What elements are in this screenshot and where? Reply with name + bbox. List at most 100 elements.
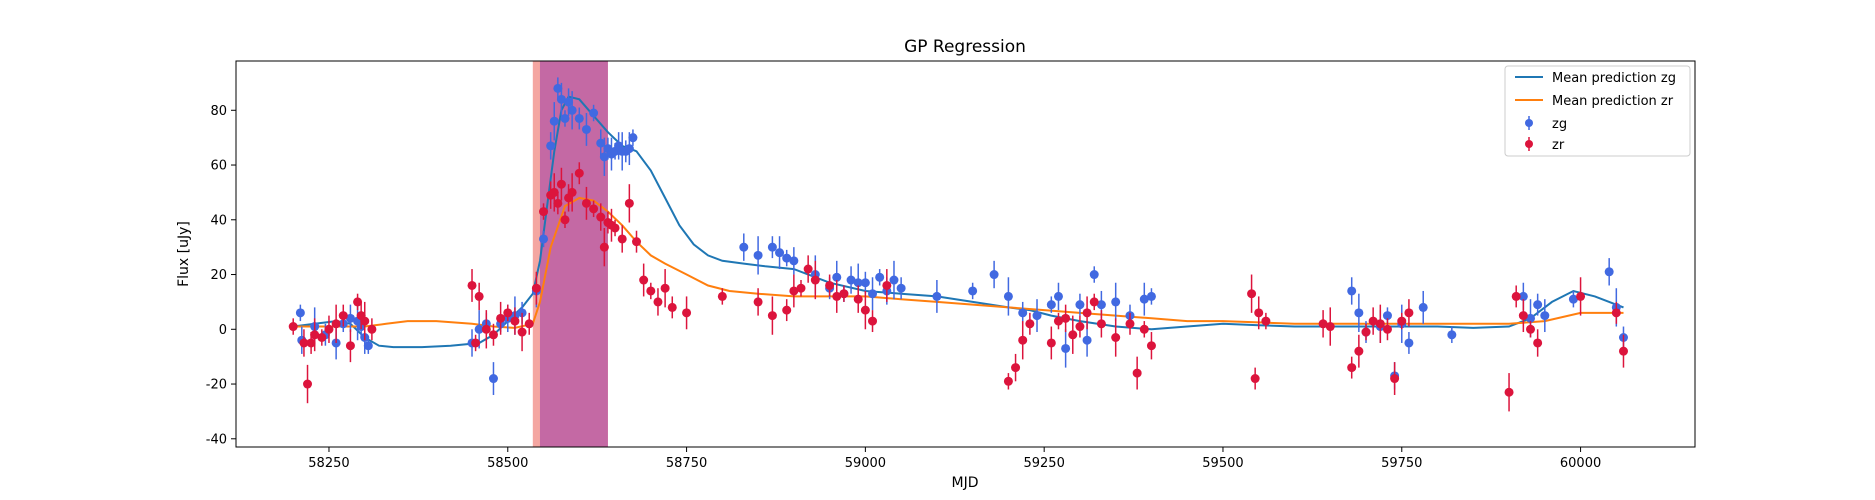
data-point-zr bbox=[782, 305, 792, 315]
x-tick-label: 60000 bbox=[1560, 456, 1601, 471]
data-point-zg bbox=[560, 113, 570, 123]
data-point-zr bbox=[471, 338, 481, 348]
data-point-zr bbox=[531, 283, 541, 293]
data-point-zg bbox=[1354, 308, 1364, 318]
data-point-zg bbox=[832, 272, 842, 282]
data-points bbox=[288, 77, 1628, 412]
data-point-zg bbox=[1404, 338, 1414, 348]
data-point-zr bbox=[553, 198, 563, 208]
x-tick-label: 59250 bbox=[1023, 456, 1064, 471]
data-point-zr bbox=[338, 311, 348, 321]
data-point-zr bbox=[753, 297, 763, 307]
data-point-zg bbox=[574, 113, 584, 123]
data-point-zr bbox=[803, 264, 813, 274]
data-point-zr bbox=[610, 223, 620, 233]
data-point-zg bbox=[556, 94, 566, 104]
data-point-zg bbox=[1382, 311, 1392, 321]
data-point-zr bbox=[467, 280, 477, 290]
data-point-zg bbox=[767, 242, 777, 252]
data-point-zr bbox=[1025, 319, 1035, 329]
y-tick-label: 20 bbox=[210, 268, 227, 283]
data-point-zr bbox=[517, 327, 527, 337]
data-point-zr bbox=[1061, 313, 1071, 323]
data-point-zr bbox=[767, 311, 777, 321]
data-point-zr bbox=[624, 198, 634, 208]
y-tick-label: 80 bbox=[210, 104, 227, 119]
y-tick-label: 40 bbox=[210, 213, 227, 228]
legend-label-zg-line: Mean prediction zg bbox=[1552, 71, 1676, 86]
data-point-zr bbox=[1046, 338, 1056, 348]
data-point-zr bbox=[474, 291, 484, 301]
data-point-zg bbox=[775, 248, 785, 258]
data-point-zr bbox=[868, 316, 878, 326]
data-point-zr bbox=[1068, 330, 1078, 340]
data-point-zr bbox=[1125, 319, 1135, 329]
data-point-zr bbox=[574, 168, 584, 178]
x-axis-ticks: 58250 58500 58750 59000 59250 59500 59750 60000 bbox=[308, 447, 1601, 471]
data-point-zr bbox=[839, 289, 849, 299]
data-point-zr bbox=[306, 338, 316, 348]
data-point-zr bbox=[310, 330, 320, 340]
data-point-zr bbox=[1533, 338, 1543, 348]
data-point-zr bbox=[1096, 319, 1106, 329]
data-point-zg bbox=[624, 144, 634, 154]
data-point-zg bbox=[1061, 343, 1071, 353]
data-point-zr bbox=[1347, 363, 1357, 373]
data-point-zr bbox=[496, 313, 506, 323]
plot-frame bbox=[235, 60, 1696, 448]
data-point-zr bbox=[524, 319, 534, 329]
shaded-regions bbox=[532, 61, 608, 447]
data-point-zr bbox=[667, 302, 677, 312]
x-tick-label: 58500 bbox=[487, 456, 528, 471]
data-point-zr bbox=[599, 242, 609, 252]
data-point-zg bbox=[889, 275, 899, 285]
data-point-zr bbox=[1011, 363, 1021, 373]
data-point-zr bbox=[646, 286, 656, 296]
data-point-zr bbox=[299, 338, 309, 348]
data-point-zr bbox=[317, 332, 327, 342]
data-point-zg bbox=[474, 324, 484, 334]
data-point-zg bbox=[567, 105, 577, 115]
data-point-zr bbox=[1504, 387, 1514, 397]
data-point-zr bbox=[825, 280, 835, 290]
data-point-zr bbox=[1111, 332, 1121, 342]
data-point-zg bbox=[1032, 311, 1042, 321]
data-point-zg bbox=[564, 97, 574, 107]
data-point-zr bbox=[503, 308, 513, 318]
data-point-zr bbox=[589, 204, 599, 214]
data-point-zr bbox=[1611, 308, 1621, 318]
prediction-line-zr bbox=[293, 196, 1624, 329]
data-point-zg bbox=[599, 152, 609, 162]
data-point-zg bbox=[1075, 300, 1085, 310]
legend: Mean prediction zg Mean prediction zr zg… bbox=[1504, 65, 1691, 157]
data-point-zr bbox=[1325, 322, 1335, 332]
data-point-zg bbox=[875, 272, 885, 282]
data-point-zr bbox=[303, 379, 313, 389]
data-point-zr bbox=[1397, 316, 1407, 326]
data-point-zr bbox=[810, 275, 820, 285]
data-point-zr bbox=[717, 291, 727, 301]
data-point-zg bbox=[1540, 311, 1550, 321]
data-point-zg bbox=[739, 242, 749, 252]
data-point-zr bbox=[1003, 376, 1013, 386]
data-point-zr bbox=[1089, 297, 1099, 307]
data-point-zr bbox=[1361, 327, 1371, 337]
data-point-zr bbox=[1382, 324, 1392, 334]
data-point-zg bbox=[1082, 335, 1092, 345]
data-point-zr bbox=[632, 237, 642, 247]
data-point-zr bbox=[1261, 316, 1271, 326]
data-point-zg bbox=[295, 308, 305, 318]
data-point-zg bbox=[1139, 294, 1149, 304]
data-point-zr bbox=[796, 283, 806, 293]
data-point-zg bbox=[589, 108, 599, 118]
data-point-zg bbox=[1018, 308, 1028, 318]
data-point-zr bbox=[345, 341, 355, 351]
data-point-zg bbox=[1096, 300, 1106, 310]
data-point-zr bbox=[1139, 324, 1149, 334]
data-point-zr bbox=[1375, 319, 1385, 329]
data-point-zg bbox=[1518, 291, 1528, 301]
data-point-zg bbox=[868, 289, 878, 299]
legend-label-zr: zr bbox=[1552, 138, 1565, 153]
data-point-zr bbox=[596, 212, 606, 222]
